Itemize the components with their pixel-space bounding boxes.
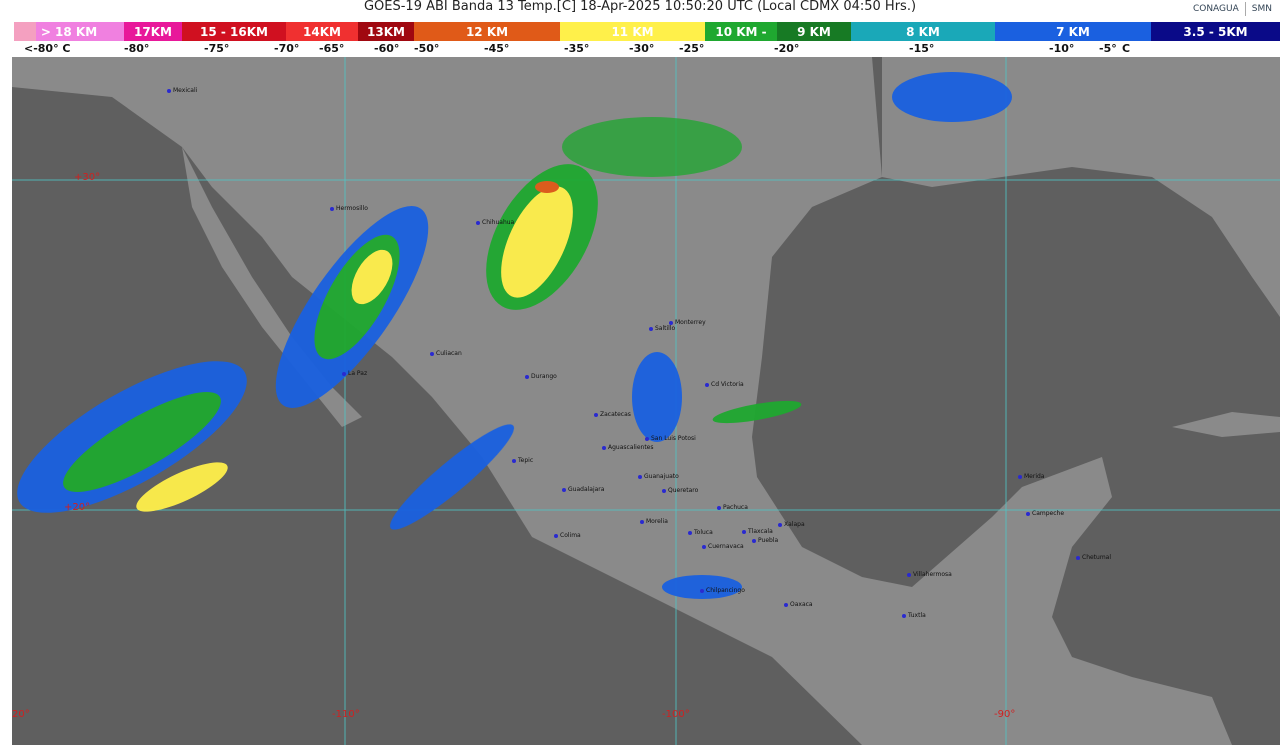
- grid-label: -90°: [994, 709, 1016, 720]
- temperature-tick: -70°: [274, 42, 300, 55]
- city-label: Durango: [525, 373, 557, 380]
- city-label: Campeche: [1026, 510, 1064, 517]
- legend-band: 9 KM: [777, 22, 851, 41]
- city-label: San Luis Potosi: [645, 435, 696, 442]
- land-mexico-usa: [12, 57, 1232, 745]
- temperature-tick: -10°: [1049, 42, 1075, 55]
- city-label: Cd Victoria: [705, 381, 744, 388]
- agency-logos: CONAGUA SMN: [1193, 2, 1272, 16]
- legend-band: 13KM: [358, 22, 414, 41]
- city-label: Zacatecas: [594, 411, 631, 418]
- city-label: Guanajuato: [638, 473, 679, 480]
- temperature-tick: -5°: [1099, 42, 1117, 55]
- temperature-tick: -25°: [679, 42, 705, 55]
- satellite-map: +30° +20° -120° -110° -100° -90° Mexicali Herm…: [12, 57, 1280, 745]
- city-label: Morelia: [640, 518, 668, 525]
- city-label: Pachuca: [717, 504, 748, 511]
- city-label: Guadalajara: [562, 486, 604, 493]
- city-label: Chetumal: [1076, 554, 1111, 561]
- city-label: Saltillo: [649, 325, 675, 332]
- temperature-tick: -80°: [124, 42, 150, 55]
- legend-band: 12 KM: [414, 22, 560, 41]
- legend-band: 10 KM -: [705, 22, 777, 41]
- city-label: Culiacan: [430, 350, 462, 357]
- grid-label: -120°: [12, 709, 30, 720]
- city-label: Cuernavaca: [702, 543, 744, 550]
- legend-band: 8 KM: [851, 22, 995, 41]
- temperature-tick: -20°: [774, 42, 800, 55]
- legend-band: 7 KM: [995, 22, 1151, 41]
- city-label: Merida: [1018, 473, 1045, 480]
- city-label: Aguascalientes: [602, 444, 654, 451]
- temperature-tick: -50°: [414, 42, 440, 55]
- legend-band: 15 - 16KM: [182, 22, 286, 41]
- conagua-logo: CONAGUA: [1192, 4, 1239, 14]
- land-cuba: [1172, 412, 1280, 437]
- city-label: La Paz: [342, 370, 367, 377]
- city-label: Tlaxcala: [742, 528, 773, 535]
- city-label: Mexicali: [167, 87, 197, 94]
- land-baja: [182, 147, 362, 427]
- grid-label: +30°: [74, 172, 101, 183]
- legend-band: 11 KM: [560, 22, 705, 41]
- temperature-tick: C: [1122, 42, 1131, 55]
- temperature-tick: -60°: [374, 42, 400, 55]
- city-label: Monterrey: [669, 319, 706, 326]
- cloud-tops: [17, 72, 1012, 599]
- city-label: Tuxtla: [902, 612, 926, 619]
- logo-divider: [1244, 2, 1246, 16]
- legend-band: > 18 KM: [14, 22, 124, 41]
- grid-label: -100°: [662, 709, 690, 720]
- city-label: Hermosillo: [330, 205, 368, 212]
- temperature-tick: -75°: [204, 42, 230, 55]
- city-label: Villahermosa: [907, 571, 952, 578]
- temperature-tick: -30°: [629, 42, 655, 55]
- image-title: GOES-19 ABI Banda 13 Temp.[C] 18-Apr-202…: [363, 0, 917, 14]
- city-label: Tepic: [512, 457, 533, 464]
- map-graphics: [12, 57, 1280, 745]
- city-label: Xalapa: [778, 521, 805, 528]
- smn-logo: SMN: [1251, 4, 1272, 14]
- temperature-tick: -65°: [319, 42, 345, 55]
- city-label: Chilpancingo: [700, 587, 745, 594]
- city-label: Toluca: [688, 529, 713, 536]
- city-label: Colima: [554, 532, 581, 539]
- temperature-tick: <-80° C: [24, 42, 71, 55]
- temperature-tick: -15°: [909, 42, 935, 55]
- temperature-scale: <-80° C -80° -75° -70° -65° -60° -50° -45° -35° -…: [14, 41, 1280, 57]
- grid-label: -110°: [332, 709, 360, 720]
- city-label: Oaxaca: [784, 601, 813, 608]
- city-label: Queretaro: [662, 487, 698, 494]
- city-label: Chihuahua: [476, 219, 514, 226]
- legend-band: 3.5 - 5KM: [1151, 22, 1280, 41]
- city-label: Puebla: [752, 537, 778, 544]
- grid-label: +20°: [64, 502, 91, 513]
- cloud-top-height-legend: > 18 KM 17KM 15 - 16KM 14KM 13KM 12 KM 11 KM 10…: [14, 22, 1280, 41]
- legend-band: 14KM: [286, 22, 358, 41]
- temperature-tick: -45°: [484, 42, 510, 55]
- temperature-tick: -35°: [564, 42, 590, 55]
- legend-band: 17KM: [124, 22, 182, 41]
- land-us-gulf: [882, 57, 1280, 317]
